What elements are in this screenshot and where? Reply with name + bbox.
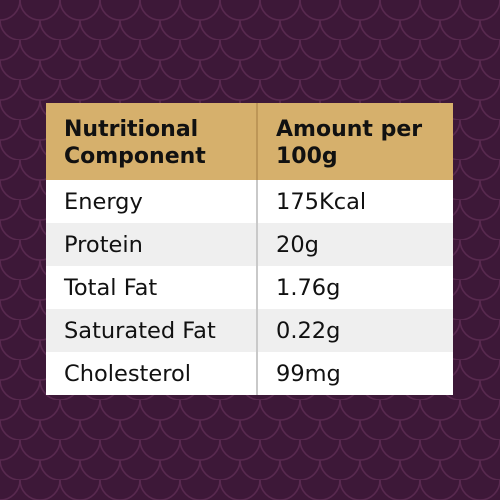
table-row: Cholesterol 99mg: [46, 352, 453, 395]
component-cell: Total Fat: [46, 266, 258, 309]
component-cell: Cholesterol: [46, 352, 258, 395]
amount-cell: 99mg: [257, 352, 453, 395]
component-cell: Saturated Fat: [46, 309, 258, 352]
table-header-row: Nutritional Component Amount per 100g: [46, 103, 453, 180]
component-cell: Protein: [46, 223, 258, 266]
table-row: Total Fat 1.76g: [46, 266, 453, 309]
table-row: Energy 175Kcal: [46, 180, 453, 223]
header-nutritional-component: Nutritional Component: [46, 103, 258, 180]
component-cell: Energy: [46, 180, 258, 223]
amount-cell: 175Kcal: [257, 180, 453, 223]
amount-cell: 0.22g: [257, 309, 453, 352]
table-row: Protein 20g: [46, 223, 453, 266]
table-row: Saturated Fat 0.22g: [46, 309, 453, 352]
amount-cell: 1.76g: [257, 266, 453, 309]
nutrition-table: Nutritional Component Amount per 100g En…: [46, 103, 453, 395]
amount-cell: 20g: [257, 223, 453, 266]
header-amount-per-100g: Amount per 100g: [257, 103, 453, 180]
